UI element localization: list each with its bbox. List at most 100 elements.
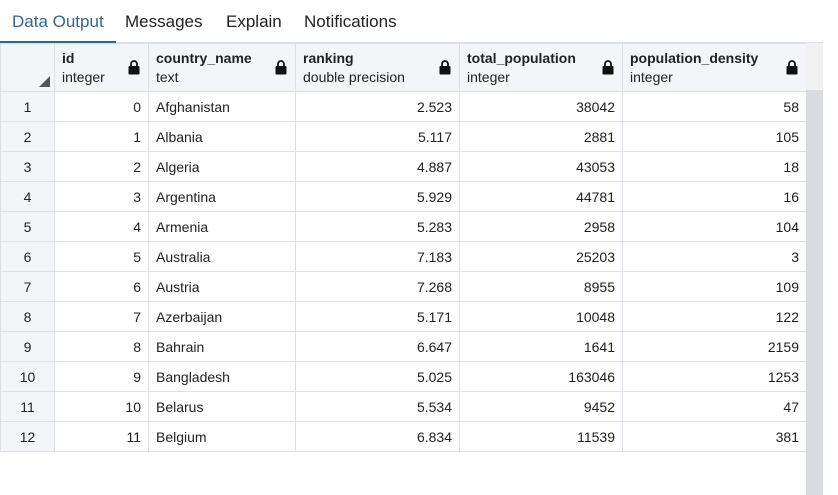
cell-total-population[interactable]: 10048 <box>459 301 623 332</box>
cell-ranking[interactable]: 7.183 <box>295 241 460 272</box>
cell-country-name[interactable]: Belgium <box>148 421 296 452</box>
cell-population-density[interactable]: 105 <box>622 121 806 152</box>
cell-population-density[interactable]: 3 <box>622 241 806 272</box>
cell-population-density[interactable]: 2159 <box>622 331 806 362</box>
cell-id[interactable]: 7 <box>54 301 149 332</box>
cell-id[interactable]: 11 <box>54 421 149 452</box>
cell-id[interactable]: 5 <box>54 241 149 272</box>
cell-country-name[interactable]: Argentina <box>148 181 296 212</box>
cell-population-density[interactable]: 58 <box>622 91 806 122</box>
column-name: id <box>62 50 75 66</box>
cell-total-population[interactable]: 9452 <box>459 391 623 422</box>
cell-id[interactable]: 6 <box>54 271 149 302</box>
column-type: integer <box>467 69 510 85</box>
row-number[interactable]: 6 <box>0 241 55 272</box>
tab-data-output[interactable]: Data Output <box>0 0 116 43</box>
column-header-id[interactable]: id integer <box>54 43 149 92</box>
cell-id[interactable]: 3 <box>54 181 149 212</box>
cell-total-population[interactable]: 11539 <box>459 421 623 452</box>
table-row: 11 10 Belarus 5.534 9452 47 <box>0 391 806 422</box>
row-number[interactable]: 8 <box>0 301 55 332</box>
cell-ranking[interactable]: 7.268 <box>295 271 460 302</box>
cell-country-name[interactable]: Afghanistan <box>148 91 296 122</box>
cell-total-population[interactable]: 2881 <box>459 121 623 152</box>
cell-id[interactable]: 8 <box>54 331 149 362</box>
cell-population-density[interactable]: 18 <box>622 151 806 182</box>
cell-id[interactable]: 9 <box>54 361 149 392</box>
lock-icon <box>275 60 287 75</box>
row-number[interactable]: 5 <box>0 211 55 242</box>
cell-id[interactable]: 10 <box>54 391 149 422</box>
cell-population-density[interactable]: 381 <box>622 421 806 452</box>
row-number[interactable]: 10 <box>0 361 55 392</box>
cell-population-density[interactable]: 47 <box>622 391 806 422</box>
column-header-country-name[interactable]: country_name text <box>148 43 296 92</box>
column-header-total-population[interactable]: total_population integer <box>459 43 623 92</box>
scrollbar-thumb[interactable] <box>806 90 823 495</box>
row-number[interactable]: 9 <box>0 331 55 362</box>
row-number[interactable]: 2 <box>0 121 55 152</box>
cell-country-name[interactable]: Bahrain <box>148 331 296 362</box>
row-number[interactable]: 1 <box>0 91 55 122</box>
lock-icon <box>602 60 614 75</box>
tab-notifications[interactable]: Notifications <box>304 12 397 31</box>
column-header-population-density[interactable]: population_density integer <box>622 43 806 92</box>
cell-country-name[interactable]: Bangladesh <box>148 361 296 392</box>
cell-population-density[interactable]: 109 <box>622 271 806 302</box>
table-row: 10 9 Bangladesh 5.025 163046 1253 <box>0 361 806 392</box>
cell-country-name[interactable]: Algeria <box>148 151 296 182</box>
select-all-icon <box>39 76 50 87</box>
cell-ranking[interactable]: 5.283 <box>295 211 460 242</box>
lock-icon <box>128 60 140 75</box>
column-name: total_population <box>467 50 576 66</box>
vertical-scrollbar[interactable] <box>806 43 823 495</box>
result-tabs: Data Output Messages Explain Notificatio… <box>0 0 838 43</box>
cell-id[interactable]: 1 <box>54 121 149 152</box>
cell-total-population[interactable]: 38042 <box>459 91 623 122</box>
cell-total-population[interactable]: 25203 <box>459 241 623 272</box>
cell-population-density[interactable]: 104 <box>622 211 806 242</box>
column-name: country_name <box>156 50 252 66</box>
cell-population-density[interactable]: 122 <box>622 301 806 332</box>
cell-country-name[interactable]: Belarus <box>148 391 296 422</box>
cell-total-population[interactable]: 44781 <box>459 181 623 212</box>
cell-total-population[interactable]: 43053 <box>459 151 623 182</box>
cell-ranking[interactable]: 5.929 <box>295 181 460 212</box>
cell-country-name[interactable]: Austria <box>148 271 296 302</box>
cell-id[interactable]: 4 <box>54 211 149 242</box>
table-row: 5 4 Armenia 5.283 2958 104 <box>0 211 806 242</box>
cell-country-name[interactable]: Azerbaijan <box>148 301 296 332</box>
row-number[interactable]: 7 <box>0 271 55 302</box>
table-row: 6 5 Australia 7.183 25203 3 <box>0 241 806 272</box>
table-row: 3 2 Algeria 4.887 43053 18 <box>0 151 806 182</box>
cell-id[interactable]: 0 <box>54 91 149 122</box>
tab-explain[interactable]: Explain <box>226 12 282 31</box>
cell-total-population[interactable]: 2958 <box>459 211 623 242</box>
cell-total-population[interactable]: 8955 <box>459 271 623 302</box>
row-number[interactable]: 3 <box>0 151 55 182</box>
row-number[interactable]: 12 <box>0 421 55 452</box>
cell-ranking[interactable]: 5.025 <box>295 361 460 392</box>
cell-ranking[interactable]: 2.523 <box>295 91 460 122</box>
cell-ranking[interactable]: 5.117 <box>295 121 460 152</box>
cell-ranking[interactable]: 6.647 <box>295 331 460 362</box>
row-number[interactable]: 11 <box>0 391 55 422</box>
column-type: integer <box>630 69 673 85</box>
cell-ranking[interactable]: 5.171 <box>295 301 460 332</box>
cell-total-population[interactable]: 1641 <box>459 331 623 362</box>
cell-id[interactable]: 2 <box>54 151 149 182</box>
cell-total-population[interactable]: 163046 <box>459 361 623 392</box>
cell-population-density[interactable]: 1253 <box>622 361 806 392</box>
select-all-corner[interactable] <box>0 43 55 92</box>
cell-country-name[interactable]: Armenia <box>148 211 296 242</box>
cell-ranking[interactable]: 4.887 <box>295 151 460 182</box>
cell-population-density[interactable]: 16 <box>622 181 806 212</box>
cell-country-name[interactable]: Australia <box>148 241 296 272</box>
cell-ranking[interactable]: 5.534 <box>295 391 460 422</box>
column-header-ranking[interactable]: ranking double precision <box>295 43 460 92</box>
cell-country-name[interactable]: Albania <box>148 121 296 152</box>
row-number[interactable]: 4 <box>0 181 55 212</box>
tab-messages[interactable]: Messages <box>125 12 203 31</box>
cell-ranking[interactable]: 6.834 <box>295 421 460 452</box>
table-row: 4 3 Argentina 5.929 44781 16 <box>0 181 806 212</box>
